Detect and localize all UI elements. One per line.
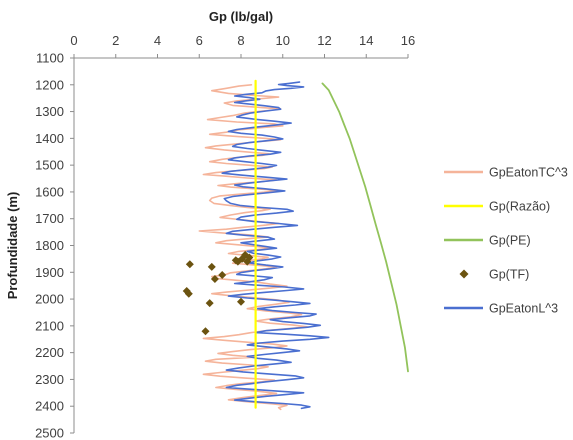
x-axis-ticks: 0 2 4 6 8 10 12 14 16 xyxy=(70,33,415,48)
x-axis-title: Gp (lb/gal) xyxy=(209,9,273,24)
legend-marker xyxy=(459,269,469,279)
y-tick-label: 1200 xyxy=(35,77,64,92)
data-point-gp-tf xyxy=(201,327,210,336)
y-tick-label: 1100 xyxy=(36,51,64,66)
y-axis-title: Profundidade (m) xyxy=(5,192,20,300)
y-tick-label: 1800 xyxy=(35,238,64,253)
data-point-gp-tf xyxy=(184,289,193,298)
series-line-gp-pe xyxy=(321,82,409,373)
data-point-gp-tf xyxy=(210,274,219,283)
series-line-gpeatonl-3 xyxy=(221,81,330,410)
y-tick-label: 1500 xyxy=(35,158,64,173)
y-tick-label: 2100 xyxy=(35,318,64,333)
x-tick-label: 4 xyxy=(154,33,161,48)
x-tick-label: 10 xyxy=(276,33,290,48)
y-tick-label: 1700 xyxy=(35,211,64,226)
plot-area xyxy=(182,79,409,411)
y-tick-label: 2000 xyxy=(35,292,64,307)
y-tick-label: 1300 xyxy=(35,104,64,119)
legend-label: Gp(TF) xyxy=(489,268,529,282)
y-tick-label: 2500 xyxy=(35,426,64,440)
x-tick-label: 8 xyxy=(237,33,244,48)
legend-label: Gp(Razão) xyxy=(489,200,550,214)
y-tick-label: 1600 xyxy=(35,184,64,199)
y-tick-label: 1900 xyxy=(35,265,64,280)
legend-label: GpEatonL^3 xyxy=(489,302,558,316)
data-point-gp-tf xyxy=(237,297,245,306)
x-tick-label: 12 xyxy=(317,33,331,48)
series-line-gpeatontc-3 xyxy=(198,84,309,411)
y-tick-label: 2200 xyxy=(35,345,64,360)
data-point-gp-tf xyxy=(185,260,194,269)
data-point-gp-tf xyxy=(218,270,227,279)
y-tick-label: 2400 xyxy=(35,399,64,414)
x-tick-label: 6 xyxy=(196,33,203,48)
data-point-gp-tf xyxy=(243,257,252,266)
legend-label: GpEatonTC^3 xyxy=(489,166,568,180)
x-tick-label: 2 xyxy=(112,33,119,48)
y-tick-label: 1400 xyxy=(35,131,64,146)
x-tick-label: 0 xyxy=(70,33,77,48)
y-axis-ticks: 1100 1200 1300 1400 1500 1600 1700 1800 1900 2000… xyxy=(35,51,64,440)
y-tick-label: 2300 xyxy=(35,372,64,387)
legend: GpEatonTC^3 Gp(Razão) Gp(PE) Gp(TF) GpEatonL… xyxy=(444,166,568,316)
legend-label: Gp(PE) xyxy=(489,234,531,248)
data-point-gp-tf xyxy=(207,262,216,271)
x-tick-label: 16 xyxy=(401,33,415,48)
axes xyxy=(70,54,409,434)
data-point-gp-tf xyxy=(205,299,214,308)
x-tick-label: 14 xyxy=(359,33,373,48)
